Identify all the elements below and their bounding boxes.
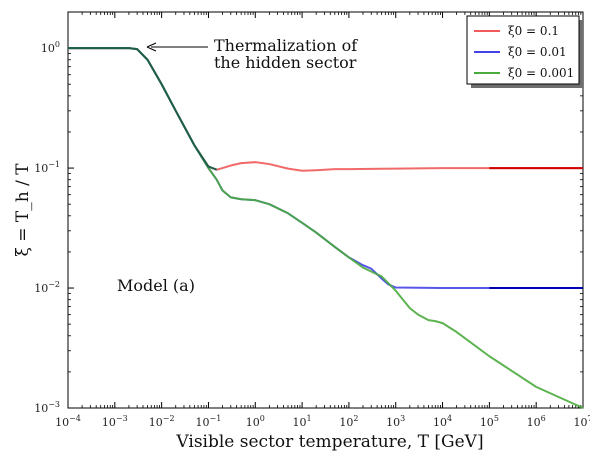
x-tick-label: 106: [527, 414, 546, 429]
x-tick-label: 107: [573, 414, 590, 429]
y-tick-label: 10−1: [34, 160, 60, 175]
annotation-line-1: Thermalization of: [214, 36, 358, 55]
y-axis-label: ξ = T_h / T: [13, 163, 33, 257]
overlap-segment-line: [68, 47, 218, 171]
y-tick-label: 10−3: [34, 400, 60, 415]
x-tick-label: 10−2: [149, 414, 175, 429]
x-tick-label: 104: [433, 414, 452, 429]
x-tick-label: 102: [339, 414, 358, 429]
model-label: Model (a): [117, 276, 195, 295]
series-xi-0-001-line: [68, 47, 584, 409]
annotation-arrow-head: [146, 42, 157, 52]
plot-area-frame: [67, 11, 584, 409]
legend-label: ξ0 = 0.01: [508, 45, 567, 59]
series-layer: [68, 47, 584, 409]
legend-items: ξ0 = 0.1 ξ0 = 0.01 ξ0 = 0.001: [474, 24, 574, 80]
x-tick-label: 101: [293, 414, 312, 429]
legend-label: ξ0 = 0.1: [508, 24, 559, 38]
annotation-line-2: the hidden sector: [214, 53, 357, 72]
x-tick-label: 105: [480, 414, 499, 429]
x-tick-label: 103: [386, 414, 405, 429]
x-axis-label: Visible sector temperature, T [GeV]: [175, 432, 483, 452]
legend: ξ0 = 0.1 ξ0 = 0.01 ξ0 = 0.001: [466, 15, 583, 88]
x-tick-label: 10−3: [102, 414, 128, 429]
x-tick-label: 10−1: [196, 414, 222, 429]
y-tick-label: 100: [41, 40, 60, 55]
y-tick-label: 10−2: [34, 280, 60, 295]
x-tick-label: 10−4: [55, 414, 81, 429]
legend-label: ξ0 = 0.001: [508, 66, 574, 80]
axis-tick-labels: 10−410−310−210−1100101102103104105106107…: [34, 40, 590, 429]
thermalization-annotation: Thermalization of the hidden sector: [146, 36, 358, 72]
x-tick-label: 100: [246, 414, 265, 429]
